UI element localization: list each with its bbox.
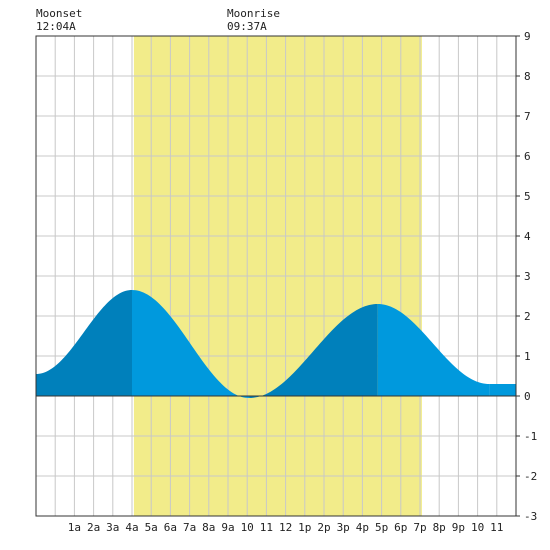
moonrise-label: Moonrise 09:37A [227, 7, 280, 33]
x-tick-label: 2a [87, 521, 100, 534]
x-tick-label: 7p [413, 521, 426, 534]
moonrise-title: Moonrise [227, 7, 280, 20]
x-tick-label: 10 [241, 521, 254, 534]
moonrise-time: 09:37A [227, 20, 267, 33]
x-tick-label: 8p [433, 521, 446, 534]
y-tick-label: -2 [524, 470, 537, 483]
x-tick-label: 4a [125, 521, 138, 534]
moonset-label: Moonset 12:04A [36, 7, 82, 33]
x-tick-label: 2p [317, 521, 330, 534]
tide-area-rising [249, 304, 378, 398]
x-tick-label: 3a [106, 521, 119, 534]
y-tick-label: 4 [524, 230, 531, 243]
y-tick-label: -3 [524, 510, 537, 523]
y-tick-label: 7 [524, 110, 531, 123]
moonset-title: Moonset [36, 7, 83, 20]
tide-area-falling [377, 304, 490, 396]
x-tick-label: 5p [375, 521, 388, 534]
x-tick-label: 11 [490, 521, 503, 534]
y-tick-label: 8 [524, 70, 531, 83]
x-tick-label: 3p [337, 521, 350, 534]
y-tick-label: 9 [524, 30, 531, 43]
y-tick-label: -1 [524, 430, 537, 443]
x-tick-label: 5a [145, 521, 158, 534]
y-tick-label: 5 [524, 190, 531, 203]
x-tick-label: 10 [471, 521, 484, 534]
y-tick-label: 3 [524, 270, 531, 283]
x-tick-label: 1a [68, 521, 81, 534]
x-tick-label: 9p [452, 521, 465, 534]
x-tick-label: 4p [356, 521, 369, 534]
x-tick-label: 7a [183, 521, 196, 534]
x-tick-label: 6p [394, 521, 407, 534]
tide-area-rising [36, 290, 132, 396]
x-tick-label: 8a [202, 521, 215, 534]
x-tick-label: 6a [164, 521, 177, 534]
x-tick-label: 12 [279, 521, 292, 534]
y-tick-label: 6 [524, 150, 531, 163]
tide-area-falling [489, 384, 516, 396]
x-tick-label: 1p [298, 521, 311, 534]
y-tick-label: 2 [524, 310, 531, 323]
moonset-time: 12:04A [36, 20, 76, 33]
y-tick-label: 1 [524, 350, 531, 363]
x-tick-label: 11 [260, 521, 273, 534]
x-tick-label: 9a [221, 521, 234, 534]
y-tick-label: 0 [524, 390, 531, 403]
tide-area-falling [132, 290, 250, 398]
